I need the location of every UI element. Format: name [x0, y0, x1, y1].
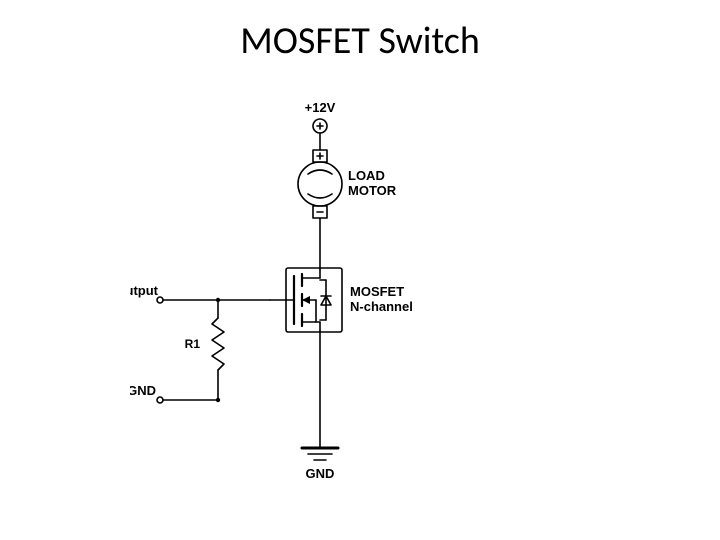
slide: MOSFET Switch +12V — [0, 0, 720, 540]
load-label-1: LOAD — [348, 168, 385, 183]
output-label: Output — [130, 283, 159, 298]
mosfet-label-2: N-channel — [350, 299, 413, 314]
circuit-diagram: +12V — [130, 90, 490, 510]
supply-label: +12V — [305, 100, 336, 115]
ground-icon — [302, 448, 338, 460]
page-title: MOSFET Switch — [0, 18, 720, 64]
load-label-2: MOTOR — [348, 183, 397, 198]
gnd-left-label: GND — [130, 383, 156, 398]
mosfet-icon — [270, 268, 342, 332]
motor-icon — [298, 150, 342, 218]
gnd-bottom-label: GND — [306, 466, 335, 481]
mosfet-label-1: MOSFET — [350, 284, 404, 299]
resistor-icon — [212, 318, 224, 370]
schematic-svg: +12V — [130, 90, 490, 510]
r1-label: R1 — [185, 337, 201, 351]
